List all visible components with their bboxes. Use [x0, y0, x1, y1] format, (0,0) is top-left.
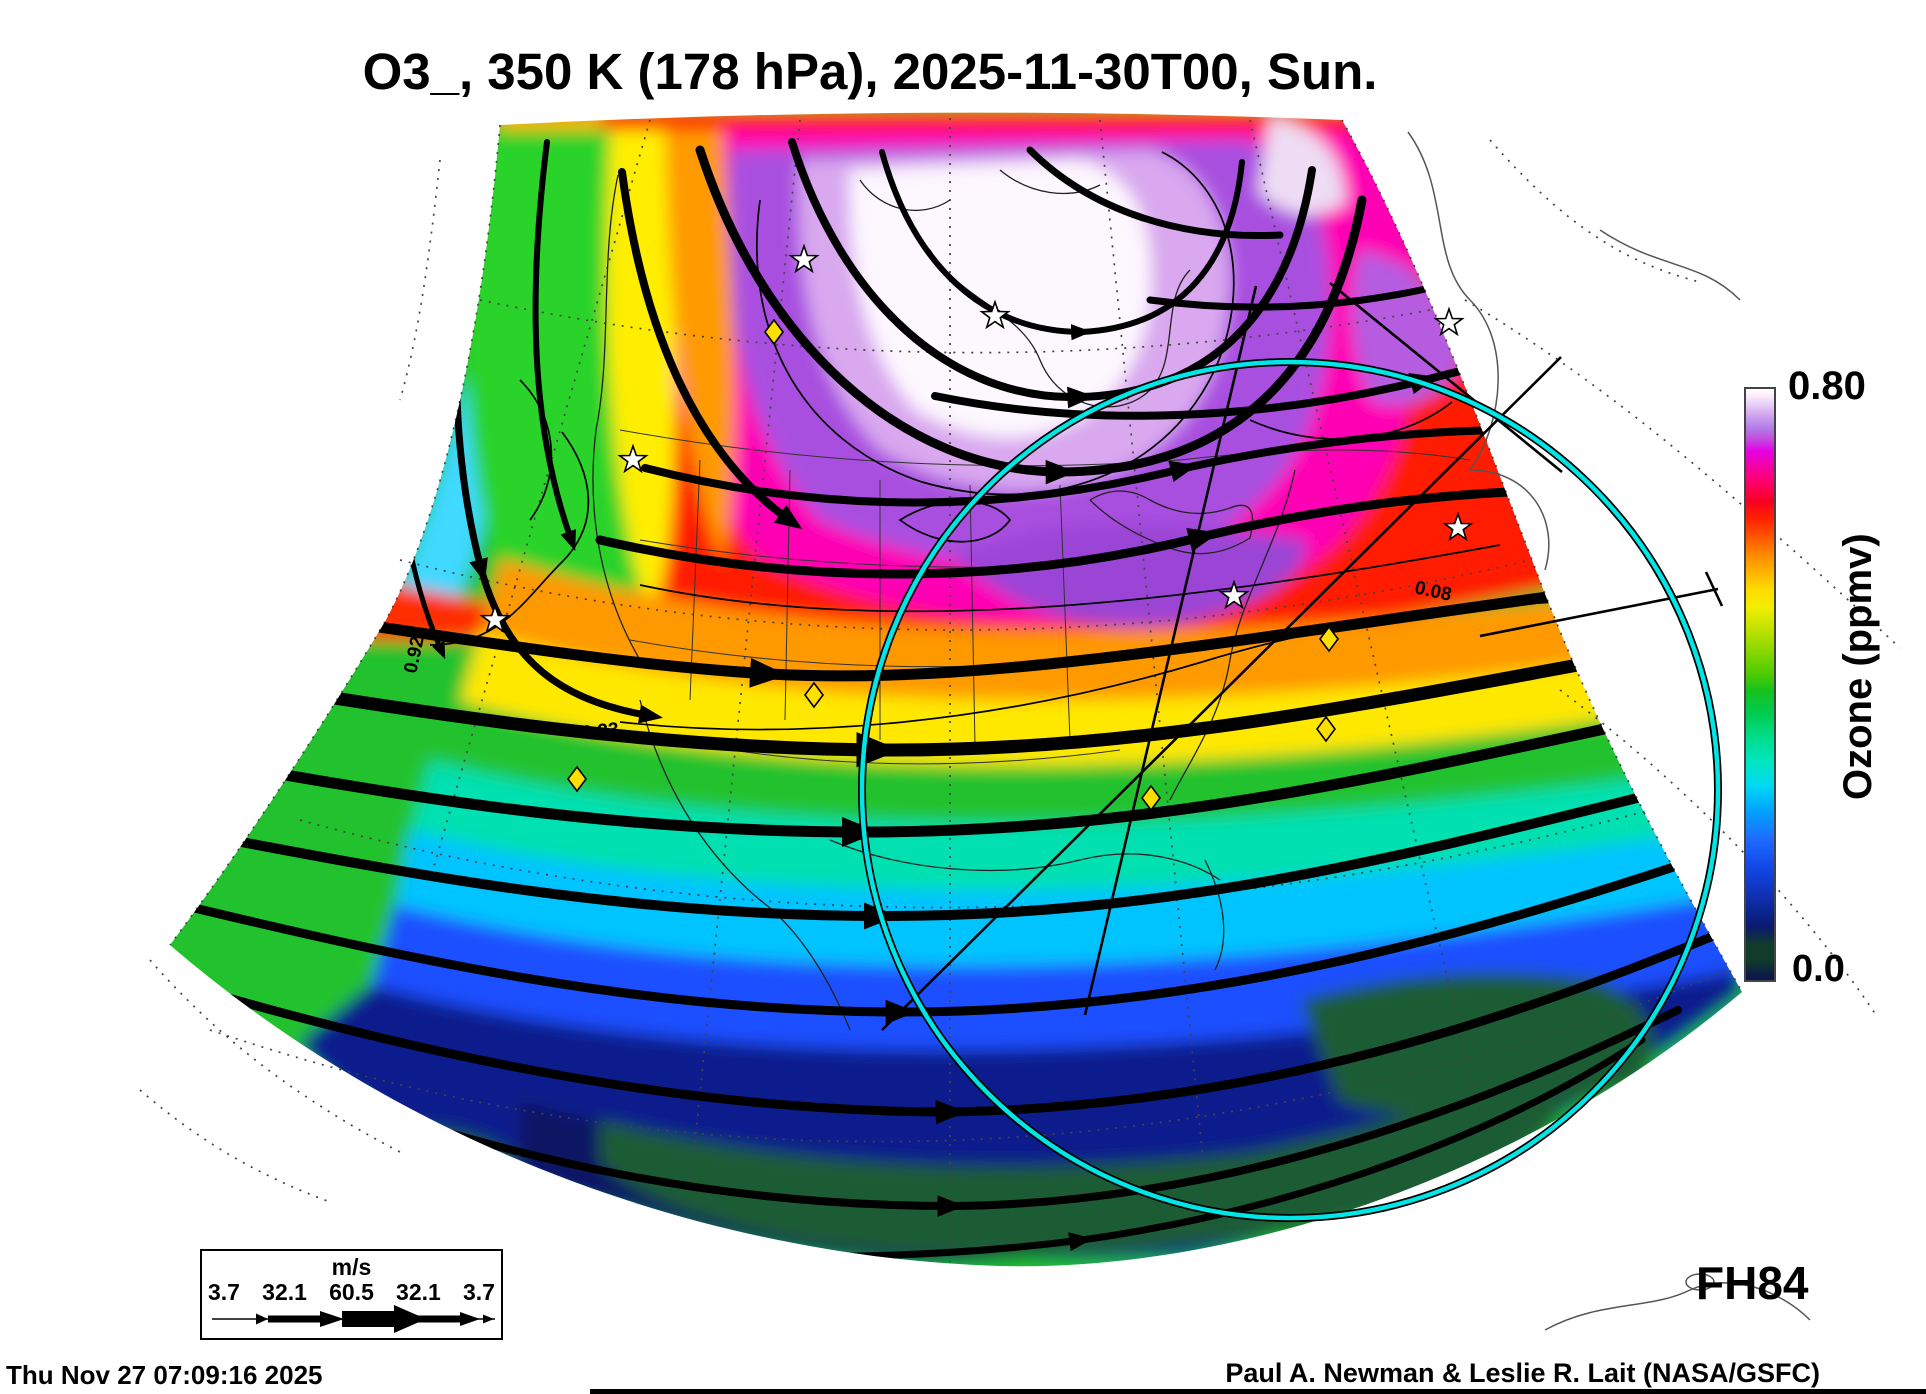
cross-section-lines	[881, 281, 1724, 1031]
colorbar-max-label: 0.80	[1788, 364, 1866, 408]
wind-arrow-scale-icon	[212, 1305, 495, 1333]
generation-timestamp: Thu Nov 27 07:09:16 2025	[6, 1360, 323, 1390]
background-coastlines	[1407, 131, 1811, 1331]
wind-speed-label: 60.5	[329, 1279, 374, 1305]
forecast-hour-label: FH84	[1696, 1257, 1809, 1309]
svg-text:0.33: 0.33	[581, 719, 620, 744]
colorbar-min-label: 0.0	[1792, 948, 1845, 990]
wind-speed-label: 32.1	[396, 1279, 441, 1305]
wind-speed-label: 3.7	[208, 1279, 240, 1305]
wind-speed-label: 3.7	[462, 1279, 495, 1305]
wind-speed-legend: m/s 3.7 32.1 60.5 32.1 3.7	[200, 1249, 503, 1340]
credit-text: Paul A. Newman & Leslie R. Lait (NASA/GS…	[1225, 1358, 1820, 1388]
plot-title: O3_, 350 K (178 hPa), 2025-11-30T00, Sun…	[362, 43, 1378, 100]
bottom-border-line	[590, 1389, 1926, 1394]
station-diamond-markers	[567, 318, 1339, 812]
wind-legend-units: m/s	[331, 1254, 372, 1280]
colorbar-axis-label: Ozone (ppmv)	[1836, 533, 1880, 801]
wind-speed-label: 32.1	[262, 1279, 307, 1305]
wind-legend-values: 3.7 32.1 60.5 32.1 3.7	[208, 1279, 495, 1306]
ozone-colorbar	[1744, 387, 1776, 982]
station-star-markers	[479, 243, 1474, 634]
range-circle	[858, 358, 1722, 1222]
